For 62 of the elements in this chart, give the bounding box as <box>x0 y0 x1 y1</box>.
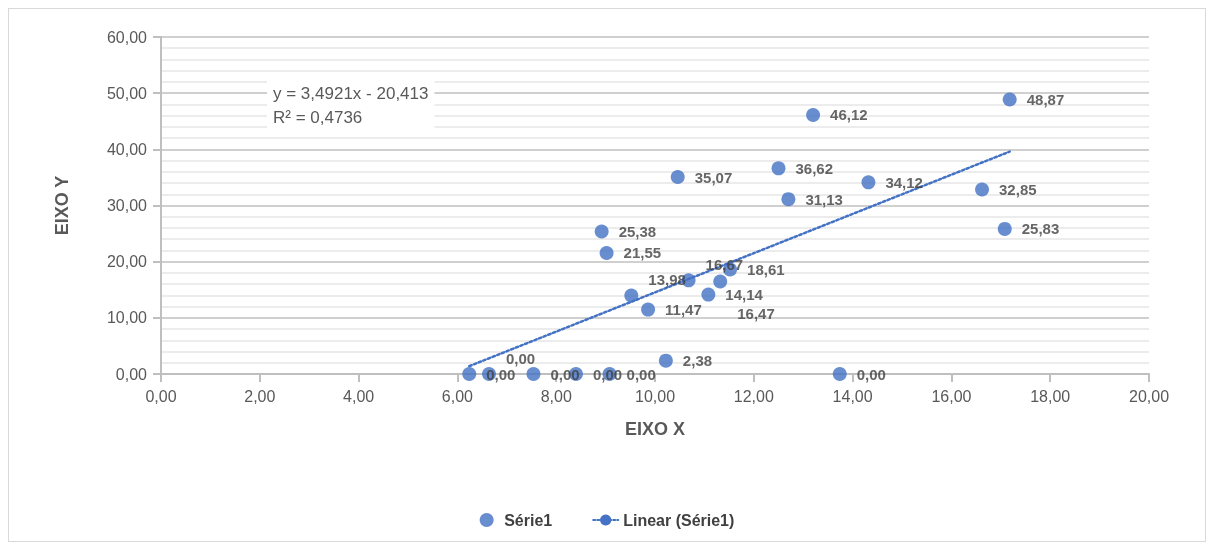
y-axis-title: EIXO Y <box>52 175 72 236</box>
point <box>1002 92 1017 107</box>
data-label: 0,00 <box>626 365 656 383</box>
annotation: y = 3,4921x - 20,413 <box>273 83 429 103</box>
x-tick-label: 12,00 <box>733 387 774 405</box>
annotation: R² = 0,4736 <box>273 107 363 127</box>
y-tick-label: 10,00 <box>106 309 148 327</box>
x-tick-label: 0,00 <box>145 387 177 405</box>
point <box>861 175 876 190</box>
y-tick-label: 60,00 <box>106 28 148 46</box>
point <box>832 367 847 381</box>
x-tick-label: 2,00 <box>244 387 276 405</box>
data-label: 36,62 <box>795 159 834 177</box>
x-tick-label: 6,00 <box>441 387 474 405</box>
data-label: 18,61 <box>747 260 785 278</box>
point <box>462 367 477 381</box>
data-label: 0,00 <box>550 365 580 383</box>
point <box>594 224 609 239</box>
x-tick-label: 16,00 <box>931 387 972 405</box>
y-tick-label: 40,00 <box>106 140 148 158</box>
legend-label: Linear (Série1) <box>623 511 735 529</box>
data-label: 16,47 <box>737 304 775 322</box>
data-label: 32,85 <box>999 180 1037 198</box>
point <box>658 353 673 368</box>
data-label: 11,47 <box>665 301 702 319</box>
data-label: 0,00 <box>592 365 623 383</box>
point <box>975 182 990 197</box>
x-tick-label: 8,00 <box>540 387 572 405</box>
x-tick-label: 10,00 <box>634 387 676 405</box>
x-tick-label: 20,00 <box>1128 387 1170 405</box>
x-tick-label: 14,00 <box>832 387 873 405</box>
data-label: 48,87 <box>1026 91 1065 109</box>
data-label: 31,13 <box>805 190 843 208</box>
point <box>670 170 685 185</box>
point <box>641 302 656 317</box>
data-label: 2,38 <box>682 352 713 370</box>
x-axis-title: EIXO X <box>624 419 686 439</box>
data-label: 21,55 <box>623 244 662 262</box>
data-label: 34,12 <box>885 173 923 191</box>
point <box>771 161 786 176</box>
point <box>806 107 821 122</box>
x-tick-label: 4,00 <box>343 387 375 405</box>
x-tick-label: 18,00 <box>1030 387 1071 405</box>
y-tick-label: 50,00 <box>106 84 148 102</box>
point <box>997 221 1012 236</box>
point <box>599 245 614 260</box>
legend-label: Série1 <box>504 511 553 529</box>
data-label: 25,38 <box>618 222 657 240</box>
y-tick-label: 20,00 <box>106 253 148 271</box>
data-label: 25,83 <box>1021 220 1060 238</box>
point <box>624 288 639 303</box>
data-label: 46,12 <box>830 106 868 124</box>
data-label: 0,00 <box>856 365 886 383</box>
data-label: 14,14 <box>725 286 764 304</box>
data-label: 35,07 <box>694 168 733 186</box>
data-label: 0,00 <box>506 349 536 367</box>
point <box>701 287 716 302</box>
y-tick-label: 30,00 <box>106 197 148 214</box>
point <box>526 367 541 381</box>
point <box>713 274 728 289</box>
y-tick-label: 0,00 <box>115 365 148 383</box>
point <box>781 192 796 207</box>
